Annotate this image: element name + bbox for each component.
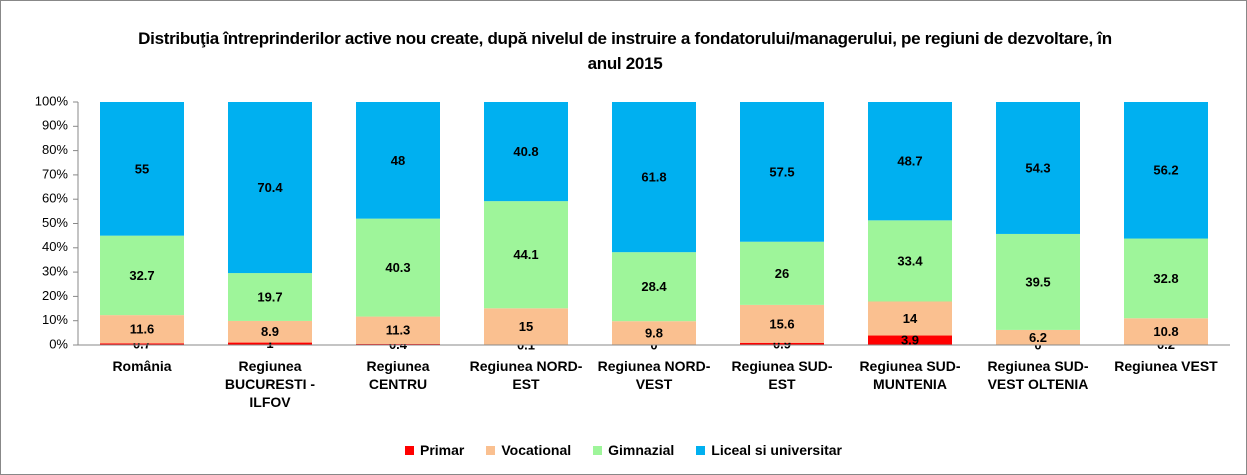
data-label: 44.1 — [513, 247, 538, 262]
legend-swatch — [696, 445, 706, 455]
x-tick-label: Regiunea SUD-VEST OLTENIA — [987, 358, 1089, 392]
y-tick-label: 70% — [42, 166, 68, 181]
bar-segment — [100, 102, 184, 236]
bar-segment — [100, 235, 184, 316]
data-label: 61.8 — [641, 170, 666, 185]
bar-segment — [996, 329, 1080, 345]
x-tick-label: Regiunea VEST — [1114, 358, 1218, 374]
legend-label: Vocational — [501, 442, 572, 458]
data-label: 57.5 — [769, 164, 794, 179]
y-tick-label: 10% — [42, 312, 68, 327]
bar-segment — [356, 218, 440, 317]
bar-segment — [612, 321, 696, 345]
y-tick-label: 20% — [42, 288, 68, 303]
data-label: 33.4 — [897, 253, 923, 268]
data-label: 11.3 — [386, 323, 411, 338]
data-label: 32.8 — [1153, 271, 1178, 286]
bar-segment — [612, 252, 696, 322]
bar-segment — [740, 342, 824, 345]
bar-segment — [100, 315, 184, 344]
y-tick-label: 90% — [42, 118, 68, 133]
data-label: 32.7 — [129, 268, 154, 283]
data-label: 26 — [775, 266, 789, 281]
data-label: 10.8 — [1153, 324, 1178, 339]
data-label: 9.8 — [645, 326, 663, 341]
x-tick-label: Regiunea NORD-EST — [469, 358, 583, 392]
data-label: 48 — [391, 153, 405, 168]
bar-segment — [740, 102, 824, 242]
y-tick-label: 80% — [42, 142, 68, 157]
data-label: 8.9 — [261, 324, 279, 339]
data-label: 39.5 — [1025, 274, 1050, 289]
bar-segment — [740, 304, 824, 343]
legend-label: Primar — [420, 442, 465, 458]
y-tick-label: 100% — [35, 93, 69, 108]
bar-segment — [1124, 318, 1208, 345]
y-tick-label: 40% — [42, 239, 68, 254]
data-label: 40.3 — [385, 260, 410, 275]
bar-segment — [228, 320, 312, 343]
data-label: 11.6 — [130, 322, 155, 337]
bar-segment — [1124, 102, 1208, 239]
legend-item: Primar — [405, 442, 464, 458]
data-label: 6.2 — [1029, 330, 1047, 345]
data-label: 40.8 — [513, 144, 538, 159]
bar-segment — [228, 102, 312, 274]
bar-segment — [484, 308, 568, 345]
bar-segment — [100, 343, 184, 345]
chart-title: Distribuţia întreprinderilor active nou … — [138, 29, 1112, 73]
y-tick-label: 30% — [42, 264, 68, 279]
bar-segment — [612, 102, 696, 253]
y-tick-label: 50% — [42, 215, 68, 230]
bar-segment — [996, 102, 1080, 234]
data-label: 70.4 — [257, 180, 283, 195]
data-label: 56.2 — [1153, 163, 1178, 178]
legend-item: Liceal si universitar — [696, 442, 842, 458]
bar-segment — [996, 233, 1080, 330]
bar-segment — [1124, 238, 1208, 319]
data-label: 55 — [135, 161, 149, 176]
data-label: 15 — [519, 319, 533, 334]
bar-segment — [356, 102, 440, 219]
bar-segment — [868, 220, 952, 302]
data-label: 54.3 — [1025, 160, 1050, 175]
bar-segment — [228, 342, 312, 345]
bar-segment — [868, 102, 952, 221]
x-tick-label: Regiunea SUD-EST — [731, 358, 833, 392]
legend-label: Liceal si universitar — [711, 442, 842, 458]
legend-item: Vocational — [486, 442, 571, 458]
data-label: 14 — [903, 311, 918, 326]
legend-swatch — [405, 445, 414, 455]
data-label: 19.7 — [257, 289, 282, 304]
x-tick-label: Regiunea BUCURESTI - ILFOV — [224, 358, 316, 410]
bar-segment — [740, 241, 824, 305]
legend-label: Gimnazial — [608, 442, 675, 458]
x-tick-label: Regiunea SUD-MUNTENIA — [859, 358, 961, 392]
bar-segment — [868, 301, 952, 336]
bar-segment — [356, 316, 440, 345]
bar-segment — [484, 102, 568, 202]
legend: Primar Vocational Gimnazial Liceal si unive… — [0, 442, 1247, 458]
x-tick-label: România — [112, 358, 172, 374]
y-tick-label: 60% — [42, 191, 68, 206]
bar-segment — [228, 273, 312, 321]
legend-item: Gimnazial — [593, 442, 674, 458]
legend-swatch — [486, 445, 496, 455]
legend-swatch — [593, 445, 603, 455]
y-tick-label: 0% — [49, 336, 68, 351]
x-tick-label: Regiunea NORD-VEST — [597, 358, 711, 392]
data-label: 3.9 — [901, 333, 919, 348]
data-label: 15.6 — [769, 316, 794, 331]
data-label: 28.4 — [641, 279, 667, 294]
data-label: 1 — [266, 336, 273, 351]
bar-segment — [484, 201, 568, 309]
data-label: 48.7 — [897, 154, 922, 169]
bar-segment — [868, 335, 952, 345]
x-tick-label: Regiunea CENTRU — [366, 358, 430, 392]
